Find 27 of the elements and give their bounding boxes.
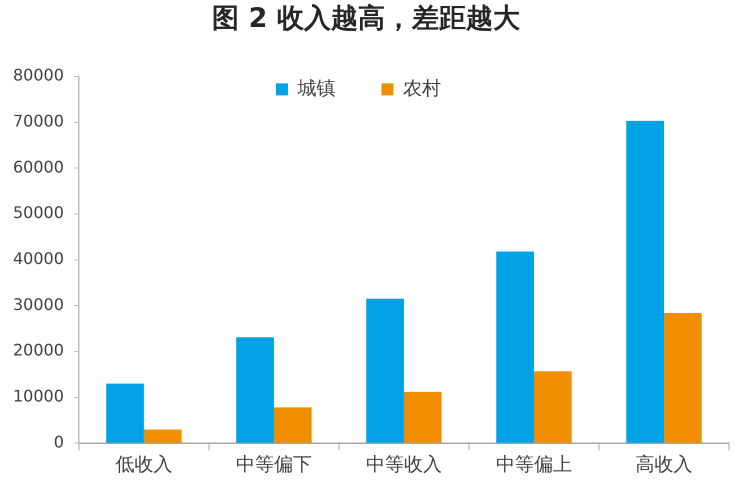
- y-tick-label: 10000: [12, 386, 64, 406]
- x-tick-label: 中等偏下: [236, 454, 312, 476]
- y-tick-label: 50000: [12, 203, 64, 222]
- chart-title: 图 2 收入越高，差距越大: [212, 3, 521, 34]
- y-tick-label: 20000: [12, 340, 64, 360]
- y-tick-label: 60000: [12, 157, 64, 176]
- bar: [106, 384, 144, 443]
- bar: [274, 407, 312, 443]
- bar: [144, 429, 182, 443]
- x-tick-label: 中等收入: [366, 454, 442, 476]
- bar: [534, 371, 572, 443]
- bar: [626, 120, 664, 443]
- x-tick-label: 低收入: [115, 454, 172, 476]
- y-tick-label: 70000: [12, 111, 64, 130]
- bar: [404, 392, 442, 443]
- y-tick-label: 40000: [12, 248, 64, 268]
- y-tick-label: 80000: [12, 66, 64, 85]
- x-tick-label: 高收入: [635, 454, 692, 476]
- legend-label: 农村: [402, 77, 441, 100]
- legend-label: 城镇: [296, 77, 336, 100]
- bar: [366, 298, 404, 443]
- bar: [664, 312, 702, 443]
- bar: [496, 252, 534, 443]
- y-tick-label: 30000: [12, 294, 64, 314]
- x-tick-label: 中等偏上: [496, 454, 572, 476]
- bar: [236, 337, 274, 443]
- y-tick-label: 0: [54, 432, 64, 452]
